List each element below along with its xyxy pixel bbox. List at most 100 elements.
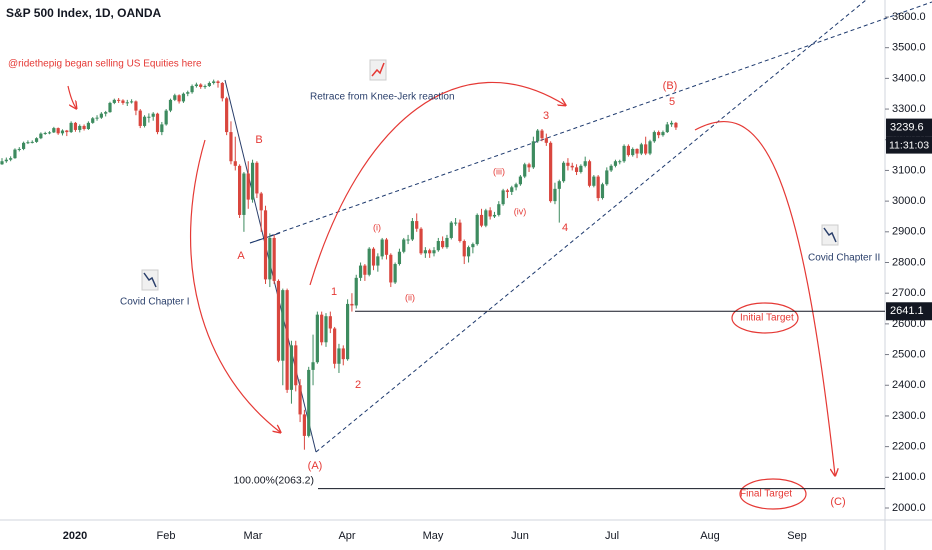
y-tick-label: 3300.0 (892, 103, 926, 115)
candle-body (661, 132, 665, 136)
candle-body (618, 161, 622, 163)
candle-body (341, 348, 345, 360)
candle-body (13, 149, 17, 159)
y-tick-label: 2400.0 (892, 379, 926, 391)
candle-body (574, 167, 579, 172)
candle-body (674, 122, 678, 128)
y-tick-label: 2700.0 (892, 287, 926, 299)
icon (369, 59, 387, 81)
candle-body (259, 193, 263, 211)
candle-body (354, 277, 358, 306)
candle-body (583, 161, 587, 166)
candle-body (415, 221, 419, 229)
wave-label: 2 (355, 379, 361, 391)
candle-body (397, 251, 402, 265)
candle-body (670, 122, 674, 125)
x-tick-label: Sep (787, 530, 807, 542)
annotation: @ridethepig began selling US Equities he… (8, 59, 202, 70)
initial-target-ellipse (731, 302, 799, 334)
wave-label: (ii) (405, 292, 415, 302)
candle-body (333, 328, 337, 364)
countdown-box (886, 136, 932, 154)
x-tick-label: Jul (605, 530, 619, 542)
annotation: Initial Target (740, 313, 794, 324)
candle-body (60, 130, 65, 134)
candle-body (207, 82, 211, 87)
candle-body (428, 250, 432, 254)
candle-body (419, 228, 423, 254)
candle-body (358, 265, 363, 278)
candle-body (104, 112, 108, 114)
arrow-sell (67, 85, 76, 108)
candle-body (268, 237, 272, 280)
candle-body (0, 161, 4, 165)
candle-body (445, 237, 449, 248)
wave-label: (B) (663, 80, 678, 92)
candle-body (454, 222, 458, 224)
candle-body (657, 132, 661, 136)
candle-body (458, 222, 462, 242)
candle-body (142, 116, 147, 126)
candle-body (371, 248, 376, 266)
candle-body (186, 92, 190, 94)
annotation: Final Target (740, 489, 792, 500)
x-tick-label: Mar (244, 530, 263, 542)
candle-body (225, 98, 229, 133)
candle-body (380, 239, 384, 257)
candle-body (34, 138, 39, 142)
annotation: Covid Chapter II (808, 253, 880, 264)
candle-body (17, 148, 21, 150)
candle-body (432, 250, 436, 254)
candle-body (536, 130, 540, 142)
candle-body (648, 141, 652, 154)
candle-body (216, 81, 220, 83)
candle-body (531, 141, 535, 168)
candle-body (596, 176, 600, 199)
candle-body (579, 165, 583, 172)
candle-body (82, 125, 86, 130)
wave-label: 4 (562, 222, 568, 234)
candle-body (311, 362, 315, 370)
candle-body (320, 314, 324, 343)
wave-label: 1 (331, 286, 337, 298)
candle-body (69, 122, 73, 133)
candle-body (164, 110, 168, 125)
candle-body (238, 165, 242, 215)
candle-body (622, 145, 626, 162)
x-tick-label: Feb (157, 530, 176, 542)
candle-body (488, 210, 492, 217)
candle-body (78, 125, 82, 130)
candle-body (95, 117, 99, 119)
icon (141, 269, 159, 291)
candle-body (134, 101, 138, 111)
wave-label: (iv) (514, 206, 527, 216)
candle-body (527, 164, 531, 168)
fib-label: 100.00%(2063.2) (233, 474, 314, 486)
candle-body (130, 101, 134, 103)
candle-body (298, 385, 302, 415)
candle-body (9, 158, 13, 160)
candle-body (121, 100, 125, 103)
candle-body (199, 84, 203, 87)
candle-body (376, 256, 380, 266)
candle-body (505, 190, 510, 192)
wave-label: (C) (830, 496, 845, 508)
last-price-box (886, 118, 932, 137)
candle-body (190, 86, 194, 93)
candle-body (272, 237, 276, 281)
candle-body (250, 162, 255, 200)
candle-body (484, 210, 488, 226)
candle-body (613, 161, 618, 166)
candle-body (294, 345, 298, 386)
annotation: Covid Chapter I (120, 297, 189, 308)
candle-body (26, 142, 30, 144)
candle-body (544, 138, 548, 143)
candle-body (393, 264, 397, 283)
candle-body (328, 316, 332, 329)
candle-body (91, 118, 95, 123)
candle-body (562, 162, 566, 182)
candle-body (592, 176, 596, 186)
candle-body (523, 164, 527, 177)
